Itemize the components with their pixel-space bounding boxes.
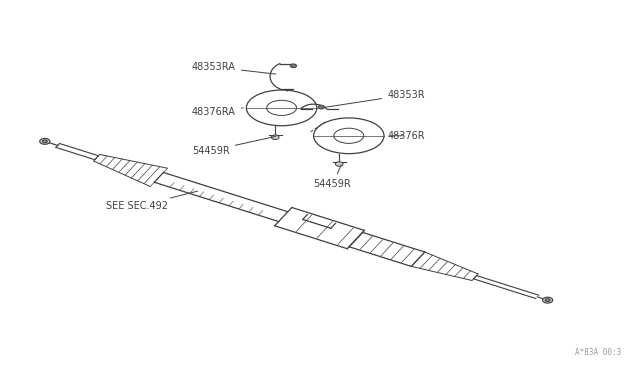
Circle shape (271, 135, 279, 140)
Text: 54459R: 54459R (314, 165, 351, 189)
Text: SEE SEC.492: SEE SEC.492 (106, 191, 198, 211)
Circle shape (42, 140, 47, 143)
Text: 48353R: 48353R (324, 90, 425, 108)
Text: 54459R: 54459R (192, 137, 276, 155)
Circle shape (290, 64, 296, 68)
Ellipse shape (246, 90, 317, 126)
Text: 48376RA: 48376RA (192, 107, 243, 116)
Ellipse shape (334, 128, 364, 143)
Circle shape (545, 299, 550, 302)
Circle shape (335, 162, 343, 166)
Text: 48353RA: 48353RA (192, 62, 276, 74)
Circle shape (318, 105, 324, 109)
Text: A*83A 00:3: A*83A 00:3 (575, 348, 621, 357)
Text: 48376R: 48376R (387, 131, 425, 141)
Circle shape (543, 297, 553, 303)
Ellipse shape (314, 118, 384, 154)
Circle shape (40, 138, 50, 144)
Ellipse shape (267, 100, 296, 115)
